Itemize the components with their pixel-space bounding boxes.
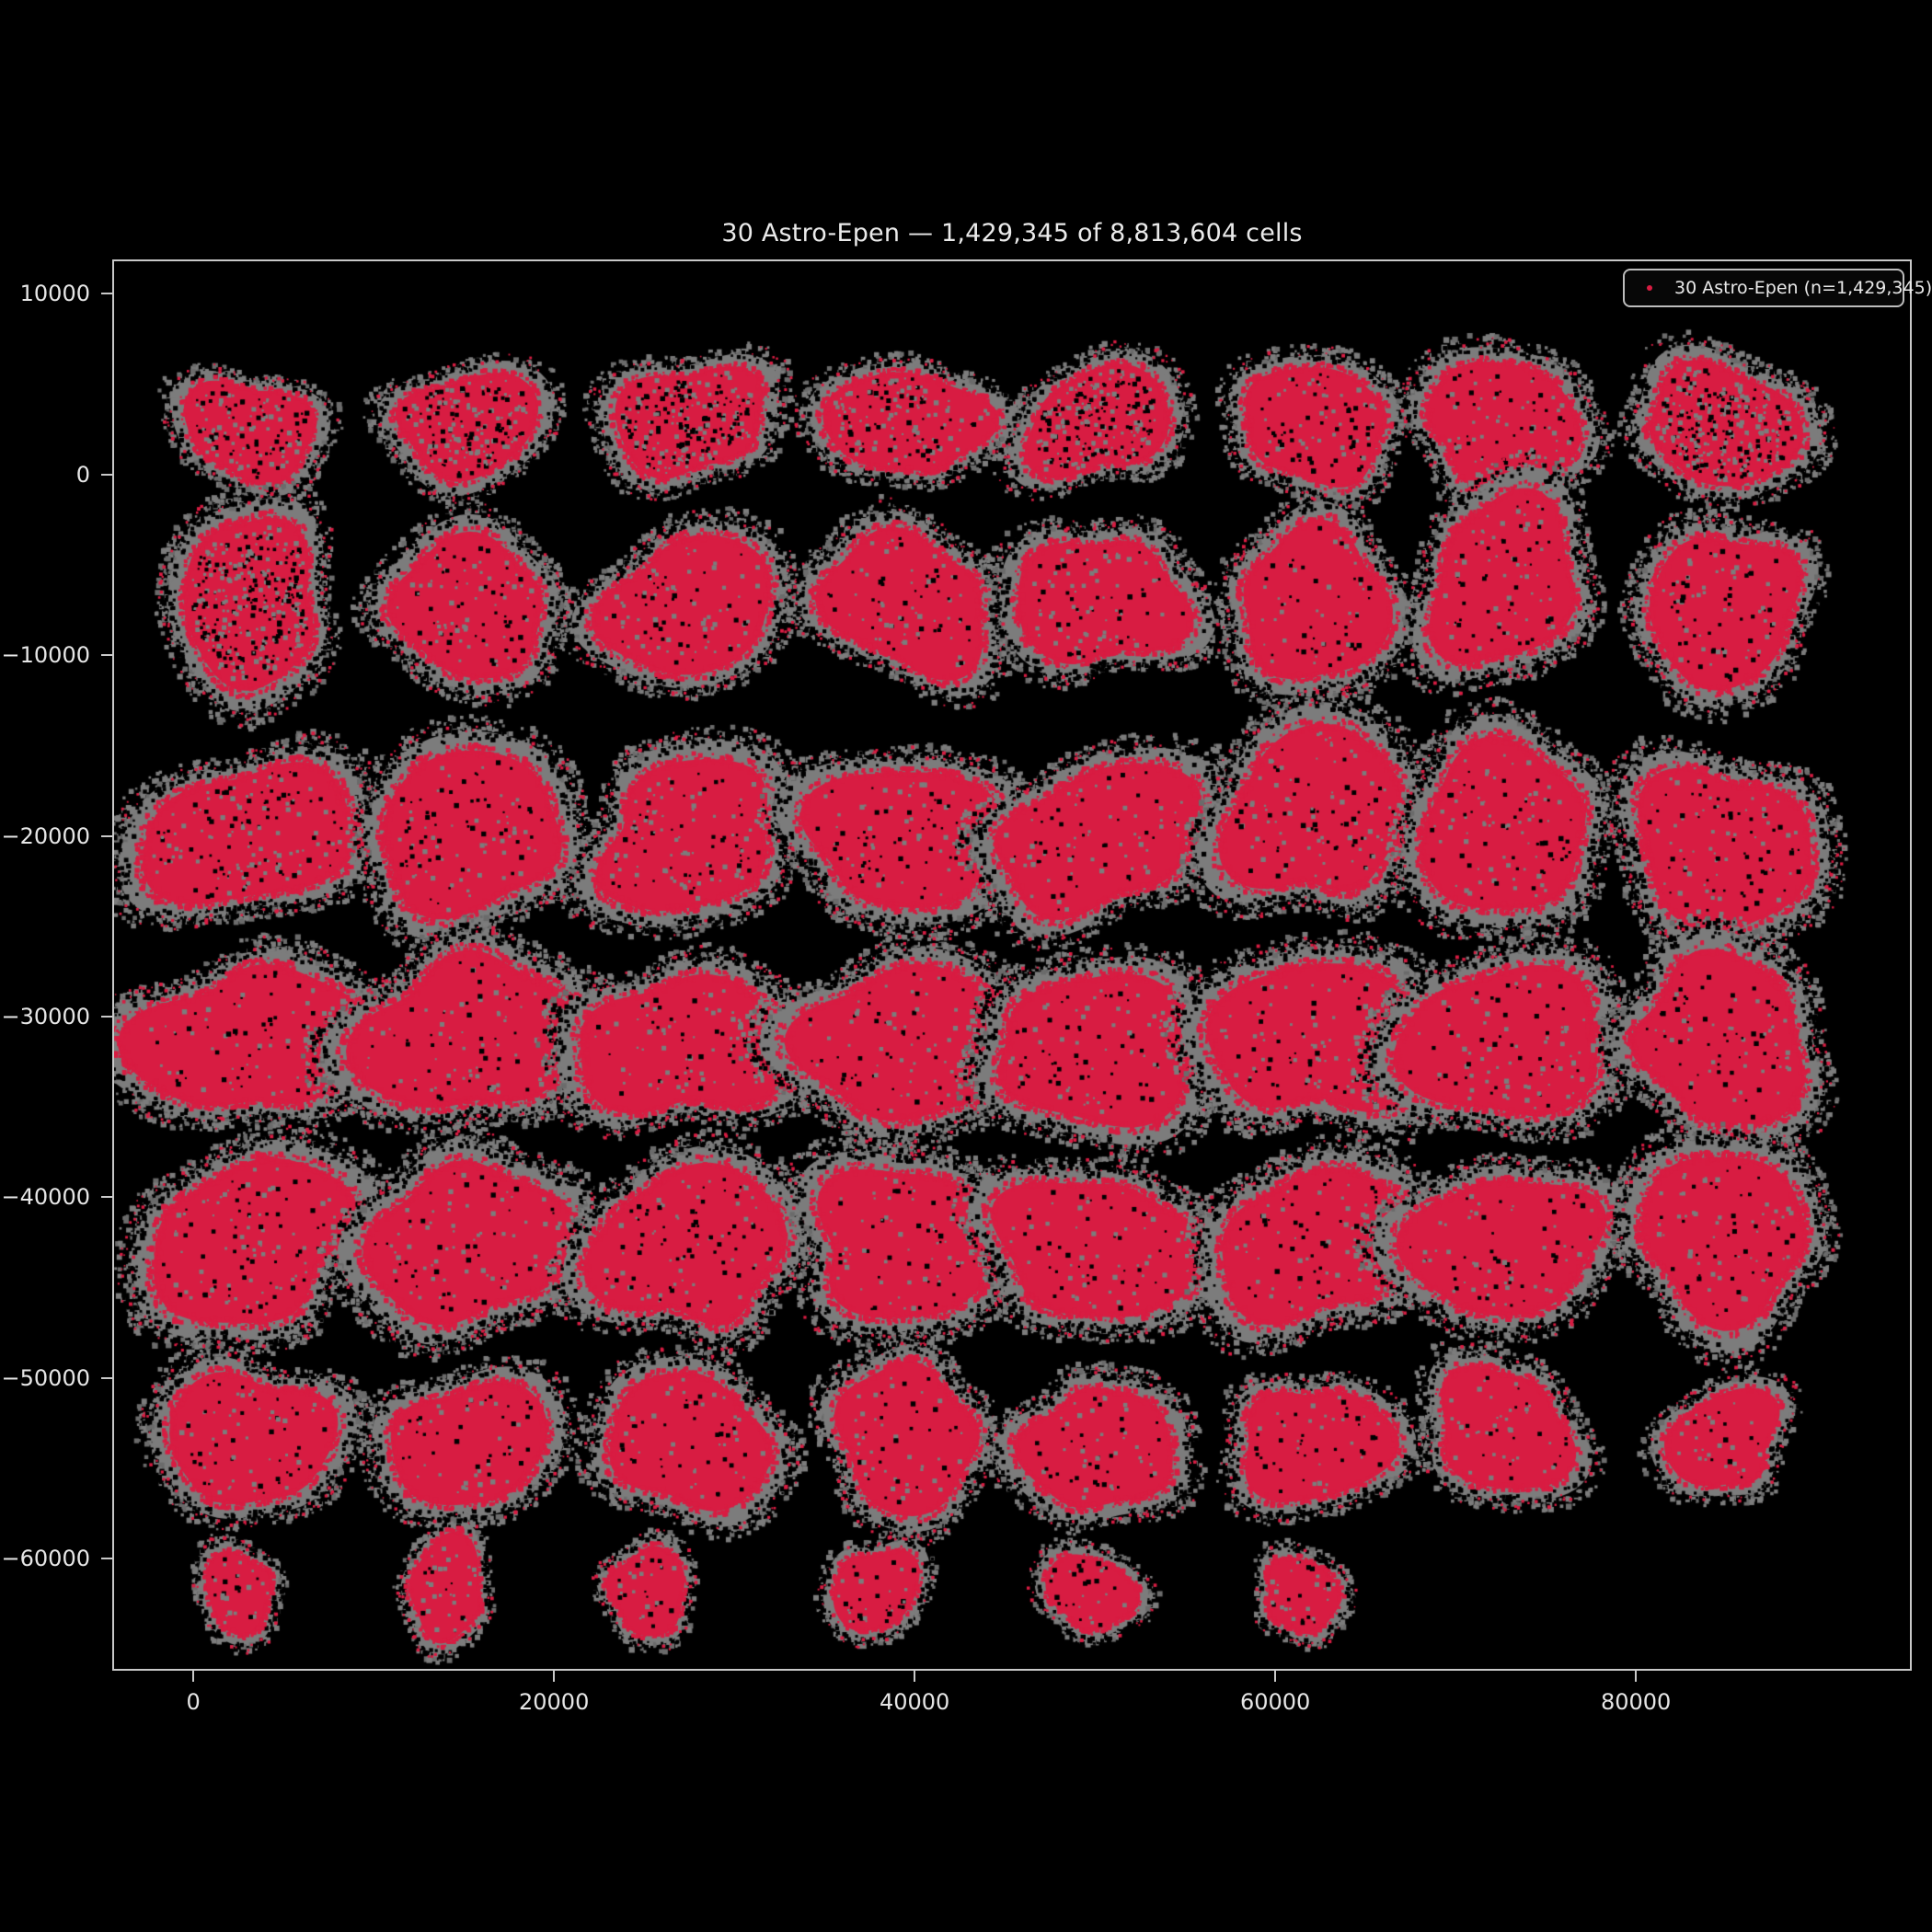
- x-tick-mark: [553, 1671, 556, 1682]
- y-tick-label: 0: [75, 461, 90, 488]
- y-tick-mark: [101, 1015, 112, 1018]
- y-tick-label: −10000: [1, 642, 90, 669]
- sections-canvas: [114, 261, 1910, 1669]
- legend-marker-dot-icon: [1647, 285, 1652, 291]
- y-tick-mark: [101, 654, 112, 657]
- y-tick-mark: [101, 834, 112, 837]
- y-tick-label: −50000: [1, 1364, 90, 1391]
- y-tick-label: −20000: [1, 822, 90, 849]
- x-tick-label: 80000: [1600, 1689, 1672, 1715]
- chart-title: 30 Astro-Epen — 1,429,345 of 8,813,604 c…: [721, 219, 1303, 247]
- y-tick-mark: [101, 1376, 112, 1379]
- x-tick-mark: [1635, 1671, 1638, 1682]
- y-tick-mark: [101, 1196, 112, 1199]
- x-tick-label: 20000: [518, 1689, 590, 1715]
- legend: 30 Astro-Epen (n=1,429,345): [1623, 269, 1932, 307]
- y-tick-mark: [101, 1558, 112, 1560]
- x-tick-mark: [914, 1671, 916, 1682]
- plot-area: [112, 259, 1912, 1671]
- y-tick-mark: [101, 473, 112, 476]
- y-tick-label: −40000: [1, 1184, 90, 1211]
- y-tick-mark: [101, 293, 112, 295]
- x-tick-label: 0: [186, 1689, 201, 1715]
- legend-label: 30 Astro-Epen (n=1,429,345): [1674, 278, 1932, 298]
- y-tick-label: −30000: [1, 1003, 90, 1029]
- x-tick-mark: [1274, 1671, 1277, 1682]
- x-tick-label: 40000: [879, 1689, 950, 1715]
- y-tick-label: −60000: [1, 1546, 90, 1572]
- y-tick-label: 10000: [19, 281, 90, 307]
- x-tick-mark: [192, 1671, 195, 1682]
- x-tick-label: 60000: [1239, 1689, 1311, 1715]
